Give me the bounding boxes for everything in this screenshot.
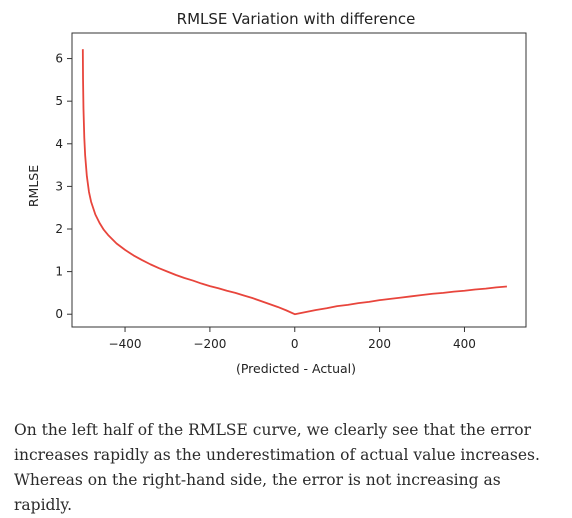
axes-frame	[71, 32, 527, 328]
chart-title: RMLSE Variation with difference	[177, 10, 416, 28]
y-tick-label: 2	[55, 222, 63, 236]
x-tick-label: −200	[193, 337, 226, 351]
x-tick-label: −400	[109, 337, 142, 351]
x-tick-label: 200	[368, 337, 391, 351]
y-tick-label: 6	[55, 52, 63, 66]
series-line-rmlse	[81, 49, 507, 316]
y-tick-label: 4	[55, 137, 63, 151]
y-tick-label: 5	[55, 94, 63, 108]
x-tick-label: 400	[453, 337, 476, 351]
y-tick-label: 0	[55, 307, 63, 321]
rmlse-chart: RMLSE Variation with difference −400 −200…	[26, 10, 527, 376]
x-tick-label: 0	[291, 337, 299, 351]
y-tick-label: 1	[55, 265, 63, 279]
chart-caption: On the left half of the RMLSE curve, we …	[14, 421, 540, 514]
x-axis-label: (Predicted - Actual)	[236, 361, 356, 376]
plot-area: −400 −200 0 200 400 0 1 2 3 4 5 6	[55, 32, 527, 351]
y-axis-label: RMLSE	[26, 165, 41, 207]
y-tick-label: 3	[55, 179, 63, 193]
